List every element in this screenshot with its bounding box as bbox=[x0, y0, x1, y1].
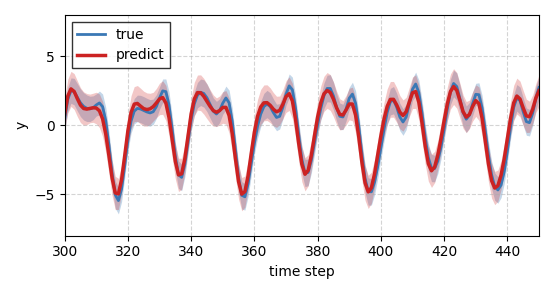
predict bbox=[61, 113, 68, 116]
Y-axis label: y: y bbox=[15, 121, 29, 129]
true bbox=[232, 148, 239, 151]
true bbox=[115, 199, 122, 202]
true bbox=[397, 115, 403, 119]
predict bbox=[352, 113, 359, 117]
true bbox=[536, 86, 542, 89]
X-axis label: time step: time step bbox=[269, 265, 335, 279]
true bbox=[532, 97, 539, 100]
predict bbox=[229, 132, 235, 136]
true bbox=[365, 190, 372, 193]
Line: true: true bbox=[65, 83, 539, 201]
predict bbox=[450, 85, 457, 88]
true bbox=[352, 102, 359, 105]
true bbox=[61, 118, 68, 121]
predict bbox=[397, 111, 403, 114]
predict bbox=[532, 96, 539, 100]
predict bbox=[365, 190, 372, 194]
predict bbox=[295, 141, 302, 145]
predict bbox=[536, 89, 542, 93]
true bbox=[450, 82, 457, 85]
Legend: true, predict: true, predict bbox=[71, 22, 170, 68]
predict bbox=[238, 192, 245, 196]
true bbox=[295, 133, 302, 136]
Line: predict: predict bbox=[65, 87, 539, 194]
